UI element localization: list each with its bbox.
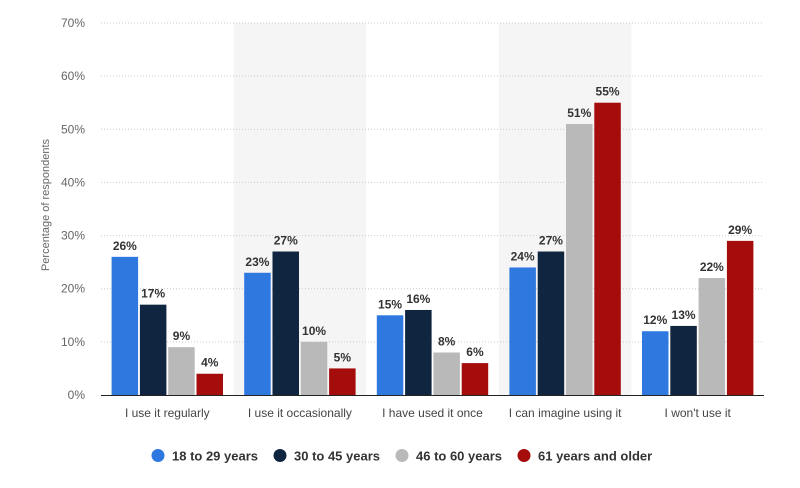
bar[interactable]: [642, 331, 669, 395]
data-label: 51%: [567, 106, 591, 120]
x-category-label: I have used it once: [382, 406, 483, 420]
x-category-label: I won't use it: [665, 406, 732, 420]
data-label: 6%: [466, 345, 484, 359]
bar[interactable]: [168, 347, 195, 395]
legend-item[interactable]: 30 to 45 years: [273, 449, 381, 464]
x-category-label: I use it regularly: [125, 406, 210, 420]
legend-label: 30 to 45 years: [294, 449, 380, 464]
data-label: 26%: [113, 239, 137, 253]
data-label: 12%: [643, 313, 667, 327]
data-label: 29%: [728, 223, 752, 237]
bar[interactable]: [139, 304, 167, 395]
data-label: 16%: [406, 292, 430, 306]
x-category-label: I use it occasionally: [248, 406, 352, 420]
y-axis-title: Percentage of respondents: [40, 138, 52, 271]
data-labels: 26% 17% 9% 4% 23% 27% 10% 5% 15% 16% 8% 6% 24% 27% 51%…: [113, 85, 753, 370]
legend-marker: [151, 449, 165, 462]
bar[interactable]: [509, 267, 536, 395]
bar[interactable]: [433, 352, 460, 395]
data-label: 8%: [438, 334, 456, 348]
x-axis-category-labels: I use it regularly I use it occasionally I…: [125, 406, 732, 420]
data-label: 27%: [539, 234, 563, 248]
legend-item[interactable]: 61 years and older: [517, 449, 653, 464]
data-label: 23%: [245, 255, 269, 269]
x-category-label: I can imagine using it: [509, 406, 622, 420]
data-label: 10%: [302, 324, 326, 338]
data-label: 9%: [173, 329, 191, 343]
bar[interactable]: [726, 240, 754, 395]
bar[interactable]: [594, 102, 621, 395]
bar[interactable]: [244, 272, 271, 395]
bar[interactable]: [376, 315, 404, 395]
bar[interactable]: [698, 278, 726, 395]
bar[interactable]: [329, 368, 356, 395]
bar[interactable]: [461, 363, 489, 395]
data-label: 24%: [511, 249, 535, 263]
legend-marker: [517, 449, 531, 462]
y-tick-label: 50%: [61, 122, 85, 136]
y-tick-label: 40%: [61, 175, 85, 189]
data-label: 55%: [596, 85, 620, 99]
data-label: 4%: [201, 356, 219, 370]
data-label: 27%: [274, 234, 298, 248]
data-label: 22%: [700, 260, 724, 274]
y-tick-label: 60%: [61, 69, 85, 83]
legend-item[interactable]: 18 to 29 years: [151, 449, 259, 464]
bar[interactable]: [405, 309, 432, 395]
bars: [111, 102, 754, 395]
data-label: 13%: [672, 308, 696, 322]
y-tick-label: 10%: [61, 335, 85, 349]
bar[interactable]: [537, 251, 565, 395]
bar[interactable]: [300, 341, 328, 395]
legend-item[interactable]: 46 to 60 years: [395, 449, 503, 464]
bar[interactable]: [566, 123, 593, 395]
legend: 18 to 29 years 30 to 45 years 46 to 60 yea…: [151, 449, 653, 464]
y-tick-label: 30%: [61, 229, 85, 243]
legend-label: 61 years and older: [538, 449, 652, 464]
gridlines: [101, 22, 764, 343]
bar[interactable]: [111, 256, 139, 395]
y-tick-label: 70%: [61, 16, 85, 30]
y-tick-label: 20%: [61, 282, 85, 296]
data-label: 15%: [378, 297, 402, 311]
legend-label: 18 to 29 years: [172, 449, 258, 464]
data-label: 17%: [141, 287, 165, 301]
bar[interactable]: [670, 325, 697, 395]
bar[interactable]: [272, 251, 300, 395]
bar[interactable]: [196, 373, 224, 395]
legend-marker: [273, 449, 287, 462]
y-tick-label: 0%: [68, 388, 86, 402]
y-axis-ticks: 0% 10% 20% 30% 40% 50% 60% 70%: [61, 16, 85, 402]
legend-marker: [395, 449, 409, 462]
data-label: 5%: [334, 350, 352, 364]
legend-label: 46 to 60 years: [416, 449, 502, 464]
